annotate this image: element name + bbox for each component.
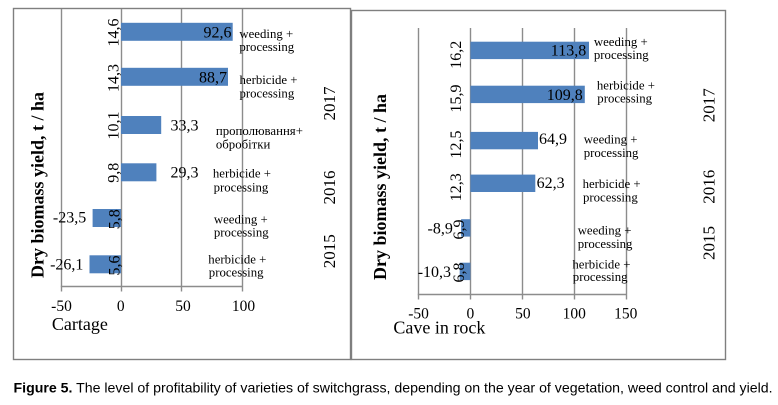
svg-text:9,8: 9,8 [105,163,122,183]
svg-text:Dry biomass yield, t / ha: Dry biomass yield, t / ha [370,94,390,280]
svg-text:14,6: 14,6 [105,19,122,47]
svg-text:150: 150 [614,306,638,323]
svg-text:herbicide +: herbicide + [208,252,266,266]
svg-text:-50: -50 [408,306,429,323]
svg-text:0: 0 [467,306,475,323]
svg-text:5,6: 5,6 [107,256,124,276]
svg-text:64,9: 64,9 [539,131,567,148]
svg-text:92,6: 92,6 [204,25,232,42]
svg-text:weeding +: weeding + [214,212,268,226]
svg-text:weeding +: weeding + [239,27,293,41]
svg-text:88,7: 88,7 [199,70,227,87]
svg-text:herbicide +: herbicide + [597,78,655,92]
svg-text:0: 0 [117,298,125,315]
svg-text:2017: 2017 [320,86,339,121]
svg-text:обробітки: обробітки [216,137,271,151]
svg-text:Cave in rock: Cave in rock [393,318,485,338]
svg-text:-26,1: -26,1 [50,257,83,274]
svg-text:processing: processing [597,92,652,106]
svg-text:herbicide +: herbicide + [240,73,298,87]
svg-text:14,3: 14,3 [105,64,122,92]
svg-text:12,3: 12,3 [448,173,465,201]
svg-text:16,2: 16,2 [448,41,465,69]
svg-text:15,9: 15,9 [448,85,465,113]
svg-text:processing: processing [594,48,649,62]
svg-text:processing: processing [209,266,264,280]
svg-text:processing: processing [573,270,628,284]
svg-text:10,1: 10,1 [105,112,122,140]
svg-text:weeding +: weeding + [578,224,632,238]
svg-text:2016: 2016 [699,170,718,204]
svg-text:6,9: 6,9 [451,220,468,240]
svg-text:2015: 2015 [320,234,339,268]
svg-text:herbicide +: herbicide + [572,257,630,271]
svg-text:processing: processing [578,237,633,251]
svg-text:50: 50 [515,306,531,323]
svg-text:-8,9: -8,9 [428,220,453,237]
svg-text:processing: processing [584,146,639,160]
svg-text:12,5: 12,5 [448,131,465,159]
svg-text:-10,3: -10,3 [418,264,451,281]
svg-text:2015: 2015 [699,226,718,260]
svg-text:Cartage: Cartage [52,314,108,334]
svg-text:2016: 2016 [320,171,339,205]
svg-text:processing: processing [239,40,294,54]
svg-text:100: 100 [232,298,256,315]
svg-text:processing: processing [240,87,295,101]
svg-text:50: 50 [175,298,191,315]
svg-text:33,3: 33,3 [171,118,199,135]
svg-text:herbicide +: herbicide + [583,177,641,191]
svg-text:5,8: 5,8 [107,209,124,229]
svg-text:processing: processing [583,191,638,205]
svg-text:6,8: 6,8 [451,263,468,283]
svg-text:-50: -50 [51,298,72,315]
svg-text:processing: processing [214,181,269,195]
svg-text:weeding +: weeding + [584,133,638,147]
svg-text:100: 100 [563,306,587,323]
svg-text:Dry biomass yield, t / ha: Dry biomass yield, t / ha [28,92,48,278]
svg-text:109,8: 109,8 [547,87,583,104]
svg-text:62,3: 62,3 [537,175,565,192]
svg-text:Figure 5. The level of profita: Figure 5. The level of profitability of … [14,380,773,396]
svg-text:herbicide +: herbicide + [213,167,271,181]
svg-text:2017: 2017 [699,88,718,123]
svg-text:processing: processing [214,226,269,240]
svg-text:113,8: 113,8 [551,43,586,60]
svg-text:29,3: 29,3 [171,165,199,182]
svg-text:weeding +: weeding + [594,35,648,49]
svg-text:-23,5: -23,5 [53,210,86,227]
svg-text:прополювання+: прополювання+ [216,124,303,138]
